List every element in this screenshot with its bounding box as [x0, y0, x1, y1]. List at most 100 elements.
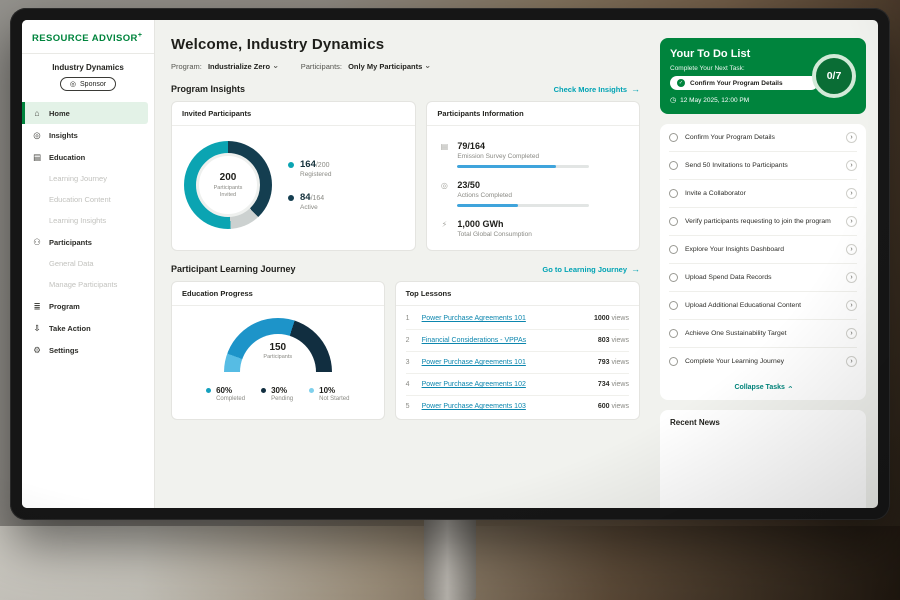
collapse-tasks-button[interactable]: Collapse Tasks ›: [669, 375, 857, 400]
legend-dot: [288, 195, 294, 201]
gauge-center: 150 Participants: [224, 342, 332, 360]
gauge-arc: [223, 318, 332, 372]
sidebar-item-home[interactable]: ⌂ Home: [22, 102, 148, 125]
section-title: Participant Learning Journey: [171, 264, 296, 274]
participants-filter-select[interactable]: Only My Participants ›: [348, 62, 433, 71]
task-row-achieve-target[interactable]: Achieve One Sustainability Target ›: [669, 320, 857, 348]
stat-value: 1,000 GWh: [457, 219, 504, 229]
participants-filter-label: Participants:: [300, 62, 342, 71]
task-checkbox[interactable]: [669, 301, 678, 310]
sidebar-item-settings[interactable]: ⚙ Settings: [22, 339, 154, 361]
task-row-explore-insights[interactable]: Explore Your Insights Dashboard ›: [669, 236, 857, 264]
donut-center-label: Participants Invited: [213, 184, 243, 198]
sidebar-item-insights[interactable]: ◎ Insights: [22, 124, 154, 146]
sidebar-item-learning-journey[interactable]: Learning Journey: [22, 168, 154, 189]
sidebar-item-label: Education Content: [49, 195, 111, 205]
lesson-rank: 2: [405, 337, 410, 344]
lesson-views: 734 views: [598, 381, 629, 388]
lesson-link[interactable]: Power Purchase Agreements 101: [421, 315, 526, 322]
sidebar-item-label: Settings: [49, 345, 79, 355]
stat-label: Total Global Consumption: [457, 231, 532, 238]
link-label: Check More Insights: [553, 84, 627, 94]
sidebar-item-general-data[interactable]: General Data: [22, 253, 154, 274]
chevron-right-icon[interactable]: ›: [846, 328, 857, 339]
section-title: Program Insights: [171, 84, 246, 94]
learning-journey-header: Participant Learning Journey Go to Learn…: [171, 264, 640, 274]
task-row-verify-participants[interactable]: Verify participants requesting to join t…: [669, 208, 857, 236]
todo-subtitle: Complete Your Next Task:: [670, 65, 745, 72]
lesson-link[interactable]: Power Purchase Agreements 101: [421, 359, 526, 366]
lesson-views: 803 views: [598, 337, 629, 344]
chevron-right-icon[interactable]: ›: [846, 188, 857, 199]
education-card-body: 150 Participants 60% Completed: [172, 306, 384, 412]
legend-label: Active: [300, 204, 318, 211]
app-logo: RESOURCE ADVISOR+: [22, 30, 154, 53]
progress-bar-fill: [457, 165, 557, 168]
sponsor-badge[interactable]: ◎ Sponsor: [59, 77, 117, 92]
next-task-pill[interactable]: ✓ Confirm Your Program Details: [670, 76, 818, 90]
stat-row-consumption: ⚡ 1,000 GWh Total Global Consumption: [439, 213, 627, 244]
sidebar-item-manage-participants[interactable]: Manage Participants: [22, 274, 154, 295]
task-row-send-invitations[interactable]: Send 50 Invitations to Participants ›: [669, 152, 857, 180]
sidebar-item-education-content[interactable]: Education Content: [22, 189, 154, 210]
check-more-insights-link[interactable]: Check More Insights →: [554, 84, 640, 94]
legend-value: 164: [300, 159, 316, 170]
task-checkbox[interactable]: [669, 329, 678, 338]
lesson-link[interactable]: Power Purchase Agreements 102: [421, 381, 526, 388]
sidebar-item-take-action[interactable]: ⇩ Take Action: [22, 317, 154, 339]
stat-row-emission-survey: ▤ 79/164 Emission Survey Completed: [439, 135, 627, 174]
progress-bar-fill: [457, 204, 519, 207]
chevron-right-icon[interactable]: ›: [846, 132, 857, 143]
task-checkbox[interactable]: [669, 161, 678, 170]
task-label: Confirm Your Program Details: [685, 133, 775, 141]
program-filter-select[interactable]: Industrialize Zero ›: [207, 62, 280, 71]
chevron-right-icon[interactable]: ›: [846, 160, 857, 171]
task-row-confirm-program[interactable]: Confirm Your Program Details ›: [669, 124, 857, 152]
participants-filter-value: Only My Participants: [348, 62, 423, 71]
chevron-right-icon[interactable]: ›: [846, 216, 857, 227]
due-datetime: 12 May 2025, 12:00 PM: [680, 96, 750, 104]
sidebar-item-learning-insights[interactable]: Learning Insights: [22, 210, 154, 231]
sidebar-nav: ⌂ Home ◎ Insights ▤ Education Learning J…: [22, 97, 154, 366]
task-checkbox[interactable]: [669, 217, 678, 226]
monitor-bezel: RESOURCE ADVISOR+ Industry Dynamics ◎ Sp…: [10, 8, 890, 520]
chevron-right-icon[interactable]: ›: [846, 244, 857, 255]
chevron-right-icon[interactable]: ›: [846, 300, 857, 311]
sidebar-item-participants[interactable]: ⚇ Participants: [22, 231, 154, 253]
chevron-right-icon[interactable]: ›: [846, 272, 857, 283]
task-checkbox[interactable]: [669, 189, 678, 198]
task-row-upload-educational-content[interactable]: Upload Additional Educational Content ›: [669, 292, 857, 320]
lesson-rank: 4: [405, 381, 410, 388]
legend-text: 10% Not Started: [319, 386, 349, 402]
main-content: Welcome, Industry Dynamics Program: Indu…: [155, 20, 652, 508]
book-icon: ▤: [32, 151, 42, 162]
legend-item-registered: 164/200 Registered: [288, 159, 331, 178]
task-row-complete-learning-journey[interactable]: Complete Your Learning Journey ›: [669, 348, 857, 375]
task-row-invite-collaborator[interactable]: Invite a Collaborator ›: [669, 180, 857, 208]
task-checkbox[interactable]: [669, 245, 678, 254]
collapse-tasks-label: Collapse Tasks: [734, 383, 785, 391]
legend-item-pending: 30% Pending: [261, 386, 293, 402]
lesson-rank: 5: [405, 403, 410, 410]
lesson-link[interactable]: Power Purchase Agreements 103: [421, 403, 526, 410]
sidebar-item-education[interactable]: ▤ Education: [22, 146, 154, 168]
go-to-learning-journey-link[interactable]: Go to Learning Journey →: [542, 264, 640, 274]
program-filter-value: Industrialize Zero: [207, 62, 271, 71]
lesson-views-unit: views: [611, 359, 629, 366]
legend-label: Completed: [216, 396, 246, 402]
task-label: Explore Your Insights Dashboard: [685, 245, 784, 253]
chevron-right-icon[interactable]: ›: [846, 356, 857, 367]
lesson-link[interactable]: Financial Considerations - VPPAs: [421, 337, 527, 344]
energy-icon: ⚡: [441, 220, 448, 229]
task-label: Invite a Collaborator: [685, 189, 746, 197]
task-checkbox[interactable]: [669, 133, 678, 142]
education-progress-gauge: 150 Participants: [223, 318, 332, 372]
task-row-upload-spend-data[interactable]: Upload Spend Data Records ›: [669, 264, 857, 292]
sidebar-item-program[interactable]: ≣ Program: [22, 295, 154, 317]
task-checkbox[interactable]: [669, 357, 678, 366]
sponsor-icon: ◎: [69, 81, 77, 89]
task-checkbox[interactable]: [669, 273, 678, 282]
home-icon: ⌂: [34, 108, 40, 119]
chevron-up-icon: ›: [785, 385, 795, 389]
program-insights-header: Program Insights Check More Insights →: [171, 84, 640, 94]
